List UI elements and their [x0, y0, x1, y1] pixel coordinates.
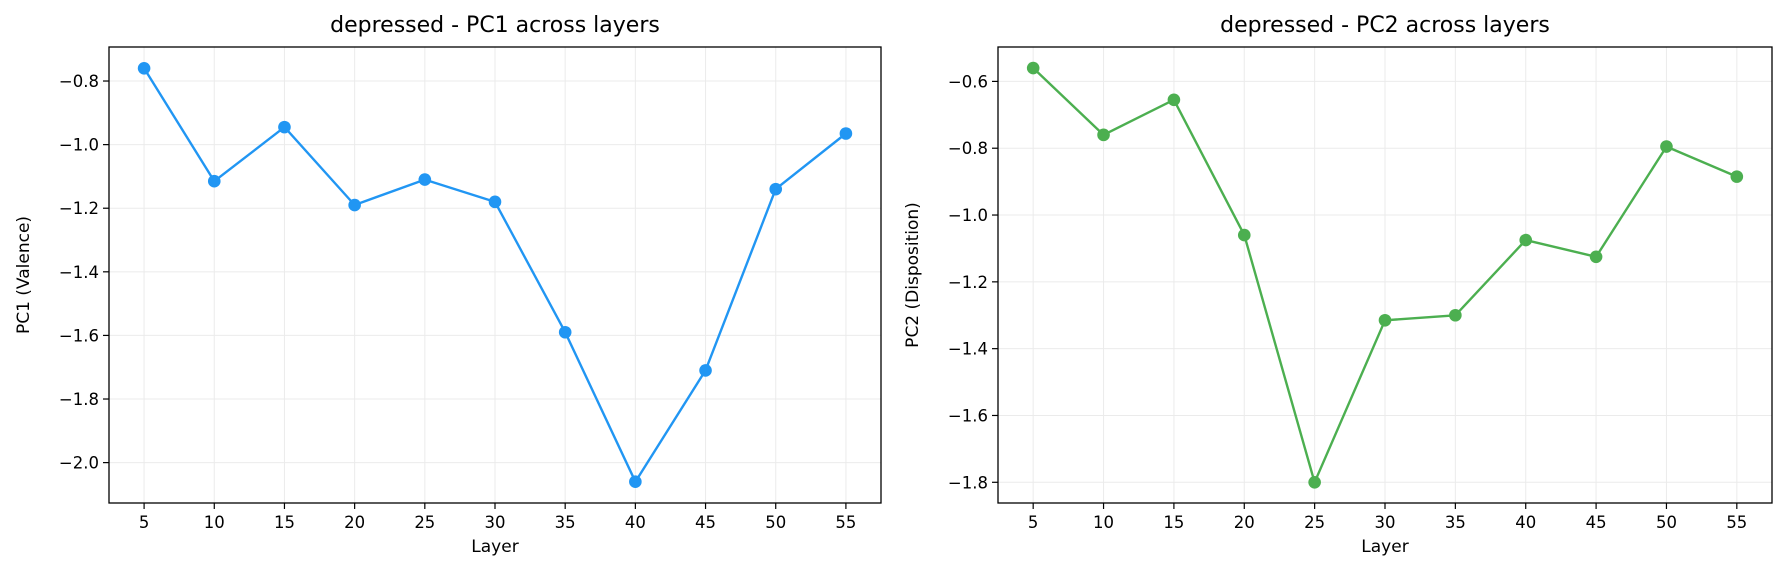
data-point: [1730, 170, 1744, 183]
x-axis-label: Layer: [471, 537, 518, 557]
data-point: [137, 62, 151, 75]
x-tick-label: 50: [1656, 513, 1677, 532]
data-point: [1097, 128, 1110, 142]
y-tick-label: −0.8: [948, 139, 988, 158]
chart-title: depressed - PC2 across layers: [1220, 13, 1550, 38]
x-tick-label: 55: [835, 513, 856, 532]
data-point: [418, 173, 432, 186]
data-point: [1308, 475, 1321, 489]
x-tick-label: 35: [555, 513, 576, 532]
x-tick-label: 15: [1163, 513, 1184, 532]
data-point: [1237, 228, 1251, 242]
data-point: [1378, 313, 1392, 327]
x-tick-label: 40: [625, 513, 646, 532]
y-tick-label: −1.0: [59, 136, 99, 155]
x-tick-label: 55: [1726, 513, 1747, 532]
y-tick-label: −1.6: [59, 326, 99, 345]
series-line: [1026, 61, 1744, 489]
x-tick-label: 50: [765, 513, 786, 532]
x-tick-label: 35: [1445, 513, 1466, 532]
y-tick-label: −0.6: [948, 72, 988, 91]
chart-pc1: 5 10 15 20 25 30 35 40 45 50 55 −0.8 −1.0 −1.2 −1.4 −1.…: [14, 13, 882, 557]
x-tick-label: 20: [1234, 513, 1255, 532]
y-axis-label: PC2 (Disposition): [903, 202, 923, 348]
y-tick-label: −0.8: [59, 72, 99, 91]
y-tick-label: −1.2: [59, 199, 99, 218]
data-point: [348, 198, 361, 212]
x-tick-label: 45: [1586, 513, 1607, 532]
data-point: [699, 364, 712, 377]
x-tick-label: 30: [485, 513, 506, 532]
chart-pc2: 5 10 15 20 25 30 35 40 45 50 55 −0.6 −0.8 −1.0 −1.2 −1.…: [903, 13, 1773, 557]
y-tick-label: −1.8: [59, 390, 99, 409]
y-tick-label: −2.0: [59, 454, 99, 473]
data-point: [1519, 233, 1533, 247]
x-tick-label: 5: [139, 513, 150, 532]
ticks: 5 10 15 20 25 30 35 40 45 50 55 −0.8 −1.0 −1.2 −1.4 −1.…: [59, 72, 856, 532]
data-point: [1167, 93, 1181, 107]
x-tick-label: 45: [695, 513, 716, 532]
data-point: [278, 120, 291, 134]
grid: [998, 47, 1772, 503]
x-tick-label: 30: [1375, 513, 1396, 532]
data-point: [839, 127, 853, 140]
data-point: [207, 174, 221, 188]
y-tick-label: −1.0: [948, 206, 988, 225]
data-point: [629, 475, 642, 488]
data-point: [1449, 308, 1462, 322]
y-tick-label: −1.6: [948, 406, 988, 425]
grid: [109, 47, 881, 503]
x-tick-label: 15: [274, 513, 295, 532]
y-tick-label: −1.8: [948, 473, 988, 492]
y-tick-label: −1.4: [59, 263, 99, 282]
data-point: [769, 182, 783, 196]
y-tick-label: −1.4: [948, 340, 988, 359]
y-tick-label: −1.2: [948, 273, 988, 292]
x-tick-label: 10: [1093, 513, 1114, 532]
data-point: [558, 325, 572, 339]
series-line: [137, 62, 853, 488]
chart-title: depressed - PC1 across layers: [330, 13, 660, 38]
x-tick-label: 25: [1304, 513, 1325, 532]
data-point: [1660, 140, 1673, 153]
x-axis-label: Layer: [1361, 537, 1408, 557]
ticks: 5 10 15 20 25 30 35 40 45 50 55 −0.6 −0.8 −1.0 −1.2 −1.…: [948, 72, 1747, 532]
y-axis-label: PC1 (Valence): [14, 216, 34, 334]
x-tick-label: 40: [1515, 513, 1536, 532]
x-tick-label: 5: [1028, 513, 1039, 532]
data-point: [1589, 250, 1603, 264]
x-tick-label: 20: [344, 513, 365, 532]
data-point: [1026, 61, 1040, 75]
x-tick-label: 10: [204, 513, 225, 532]
data-point: [488, 195, 502, 209]
x-tick-label: 25: [414, 513, 435, 532]
